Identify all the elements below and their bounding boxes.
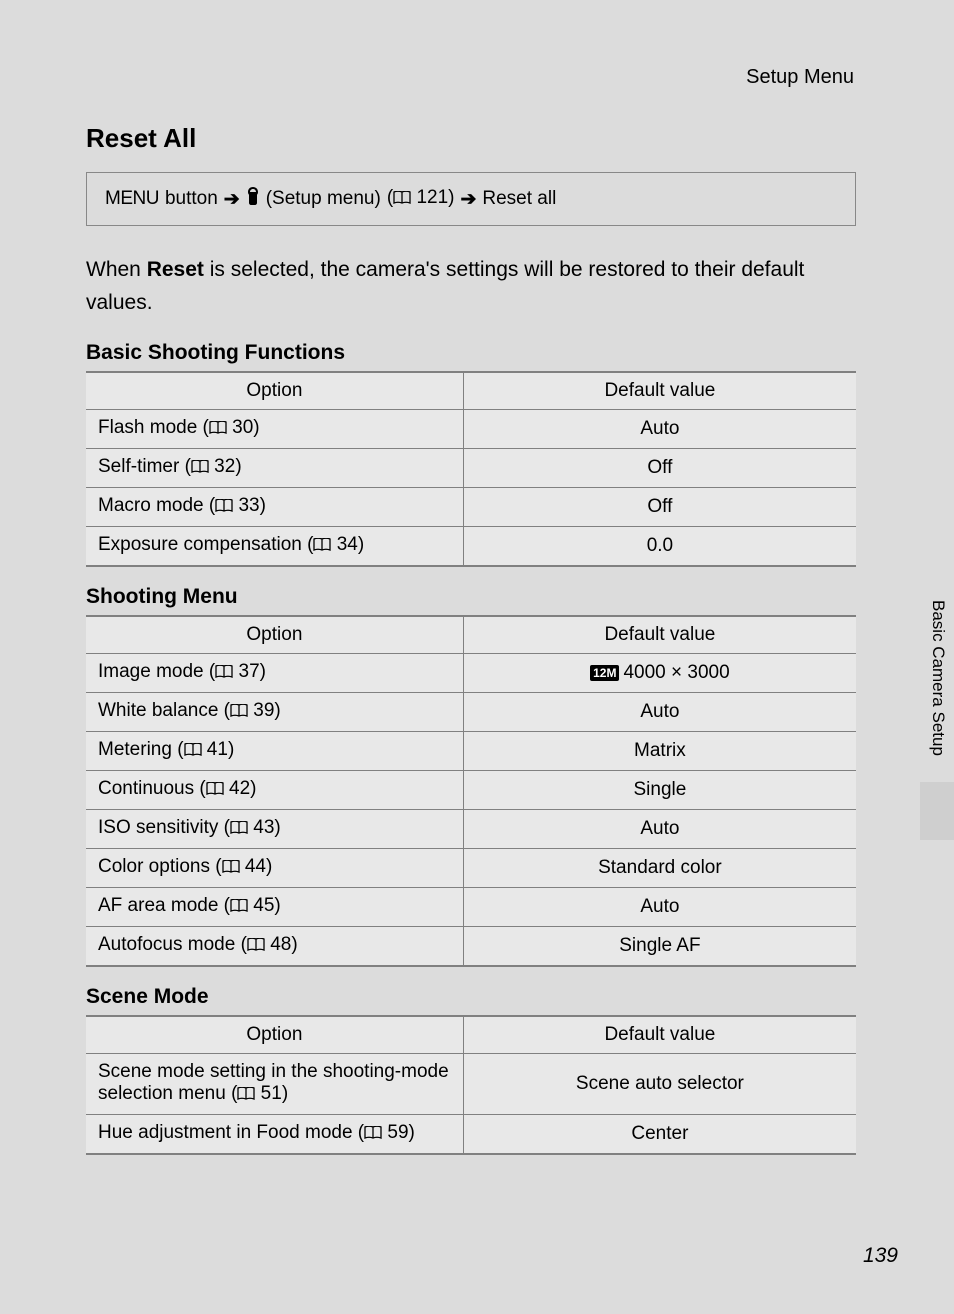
- shooting-menu-table: Option Default value Image mode ( 37)12M…: [86, 615, 856, 967]
- column-header: Default value: [463, 1016, 856, 1054]
- column-header: Default value: [463, 616, 856, 654]
- book-icon: [230, 702, 248, 724]
- value-cell: Auto: [463, 693, 856, 732]
- book-icon: [215, 663, 233, 685]
- table-row: Flash mode ( 30)Auto: [86, 410, 856, 449]
- value-cell: Matrix: [463, 732, 856, 771]
- value-cell: Auto: [463, 810, 856, 849]
- option-cell: Autofocus mode ( 48): [86, 927, 463, 967]
- column-header: Option: [86, 372, 463, 410]
- option-cell: Macro mode ( 33): [86, 488, 463, 527]
- value-cell: Off: [463, 488, 856, 527]
- book-icon: [237, 1085, 255, 1107]
- book-icon: [313, 536, 331, 558]
- arrow-icon: ➔: [460, 188, 476, 211]
- header-label: Setup Menu: [86, 66, 856, 89]
- breadcrumb-text: ( 121): [387, 187, 455, 211]
- book-icon: [206, 780, 224, 802]
- table-body: Scene mode setting in the shooting-mode …: [86, 1054, 856, 1155]
- table-body: Flash mode ( 30)AutoSelf-timer ( 32)OffM…: [86, 410, 856, 567]
- column-header: Default value: [463, 372, 856, 410]
- breadcrumb: MENU button ➔ (Setup menu) ( 121) ➔ Rese…: [86, 172, 856, 226]
- value-cell: Single: [463, 771, 856, 810]
- table-row: Hue adjustment in Food mode ( 59)Center: [86, 1115, 856, 1155]
- column-header: Option: [86, 616, 463, 654]
- option-cell: Exposure compensation ( 34): [86, 527, 463, 567]
- value-cell: Off: [463, 449, 856, 488]
- value-cell: 12M4000 × 3000: [463, 654, 856, 693]
- option-cell: AF area mode ( 45): [86, 888, 463, 927]
- table-row: Exposure compensation ( 34)0.0: [86, 527, 856, 567]
- content-area: Setup Menu Reset All MENU button ➔ (Setu…: [86, 66, 856, 1155]
- value-cell: Scene auto selector: [463, 1054, 856, 1115]
- subsection-title: Basic Shooting Functions: [86, 341, 856, 365]
- subsection-title: Shooting Menu: [86, 585, 856, 609]
- option-cell: Self-timer ( 32): [86, 449, 463, 488]
- arrow-icon: ➔: [224, 188, 240, 211]
- table-row: ISO sensitivity ( 43)Auto: [86, 810, 856, 849]
- page-title: Reset All: [86, 123, 856, 154]
- value-cell: 0.0: [463, 527, 856, 567]
- option-cell: Color options ( 44): [86, 849, 463, 888]
- column-header: Option: [86, 1016, 463, 1054]
- table-row: Continuous ( 42)Single: [86, 771, 856, 810]
- table-row: AF area mode ( 45)Auto: [86, 888, 856, 927]
- value-cell: Center: [463, 1115, 856, 1155]
- option-cell: White balance ( 39): [86, 693, 463, 732]
- table-row: White balance ( 39)Auto: [86, 693, 856, 732]
- book-icon: [209, 419, 227, 441]
- side-tab-bg: [920, 782, 954, 840]
- side-tab-label: Basic Camera Setup: [928, 600, 948, 756]
- table-row: Scene mode setting in the shooting-mode …: [86, 1054, 856, 1115]
- table-row: Autofocus mode ( 48)Single AF: [86, 927, 856, 967]
- side-tab: Basic Camera Setup: [920, 600, 954, 840]
- scene-mode-table: Option Default value Scene mode setting …: [86, 1015, 856, 1155]
- breadcrumb-text: Reset all: [482, 188, 556, 210]
- book-icon: [230, 897, 248, 919]
- menu-button-label: MENU: [105, 188, 159, 210]
- book-icon: [247, 936, 265, 958]
- option-cell: Hue adjustment in Food mode ( 59): [86, 1115, 463, 1155]
- breadcrumb-text: button: [165, 188, 218, 210]
- book-icon: [364, 1124, 382, 1146]
- table-row: Color options ( 44)Standard color: [86, 849, 856, 888]
- book-icon: [215, 497, 233, 519]
- table-row: Macro mode ( 33)Off: [86, 488, 856, 527]
- value-cell: Standard color: [463, 849, 856, 888]
- value-cell: Single AF: [463, 927, 856, 967]
- wrench-icon: [246, 187, 260, 211]
- breadcrumb-text: (Setup menu): [266, 188, 381, 210]
- value-cell: Auto: [463, 888, 856, 927]
- option-cell: Image mode ( 37): [86, 654, 463, 693]
- table-row: Metering ( 41)Matrix: [86, 732, 856, 771]
- option-cell: Continuous ( 42): [86, 771, 463, 810]
- option-cell: Flash mode ( 30): [86, 410, 463, 449]
- option-cell: ISO sensitivity ( 43): [86, 810, 463, 849]
- book-icon: [191, 458, 209, 480]
- table-body: Image mode ( 37)12M4000 × 3000White bala…: [86, 654, 856, 967]
- book-icon: [184, 741, 202, 763]
- page-number: 139: [863, 1244, 898, 1268]
- subsection-title: Scene Mode: [86, 985, 856, 1009]
- manual-page: Setup Menu Reset All MENU button ➔ (Setu…: [0, 0, 954, 1314]
- image-size-badge: 12M: [590, 665, 619, 681]
- book-icon: [230, 819, 248, 841]
- intro-paragraph: When Reset is selected, the camera's set…: [86, 254, 856, 319]
- table-row: Image mode ( 37)12M4000 × 3000: [86, 654, 856, 693]
- option-cell: Metering ( 41): [86, 732, 463, 771]
- book-icon: [393, 189, 411, 211]
- book-icon: [222, 858, 240, 880]
- basic-shooting-table: Option Default value Flash mode ( 30)Aut…: [86, 371, 856, 567]
- table-row: Self-timer ( 32)Off: [86, 449, 856, 488]
- option-cell: Scene mode setting in the shooting-mode …: [86, 1054, 463, 1115]
- value-cell: Auto: [463, 410, 856, 449]
